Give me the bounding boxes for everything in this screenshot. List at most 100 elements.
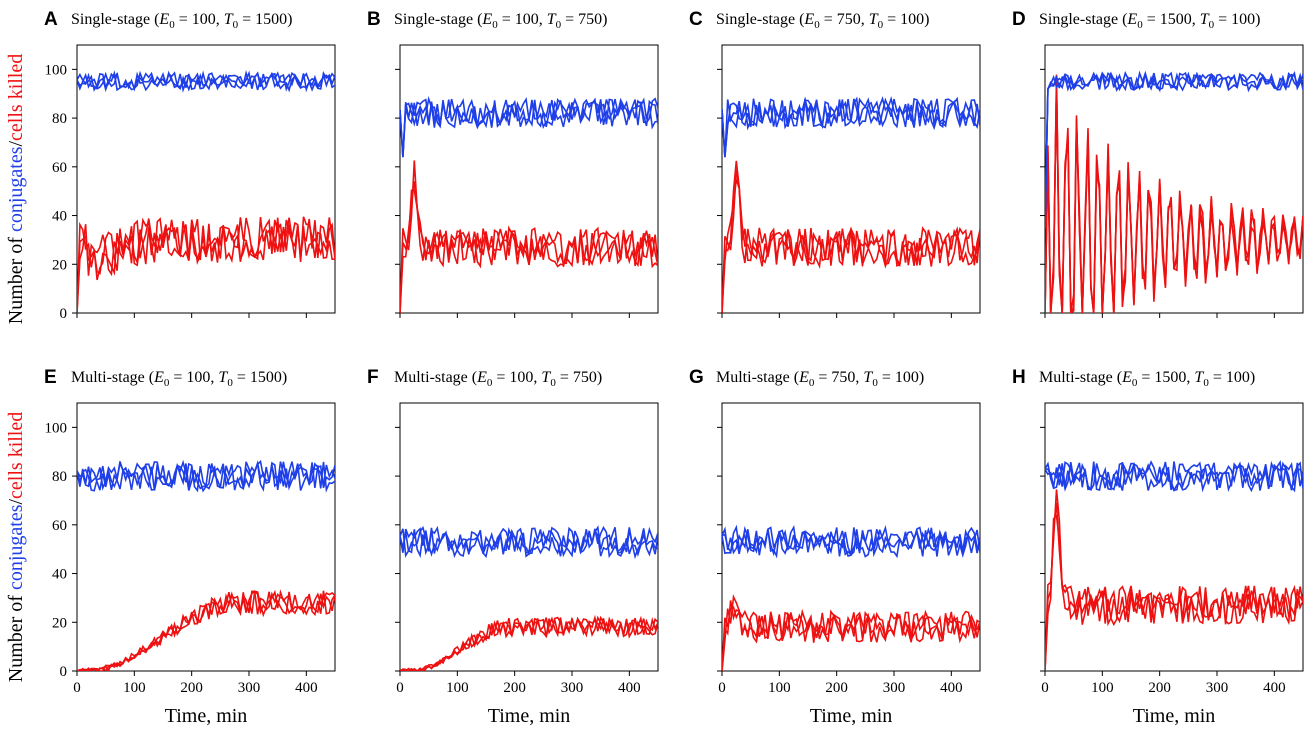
x-tick-label: 100 [1091, 680, 1114, 696]
y-tick-label: 100 [45, 420, 68, 436]
series-conjugates-line [1045, 461, 1303, 493]
panel-h: H Multi-stage (E0 = 1500, T0 = 100) 0 100 20… [1012, 367, 1304, 727]
x-tick-label: 100 [123, 680, 146, 696]
series-killed-line [77, 589, 335, 671]
x-tick-label: 0 [73, 680, 81, 696]
x-tick-label: 200 [1148, 680, 1171, 696]
panel-letter: C [689, 9, 703, 30]
series-conjugates-line [1045, 460, 1303, 493]
x-axis-label: Time, min [810, 705, 893, 727]
panel-title: Multi-stage (E0 = 1500, T0 = 100) [1039, 369, 1255, 389]
panel-letter: H [1012, 367, 1026, 388]
x-tick-label: 100 [446, 680, 469, 696]
y-tick-label: 60 [52, 518, 67, 534]
y-tick-label: 80 [52, 111, 67, 127]
panel-title: Single-stage (E0 = 100, T0 = 750) [394, 11, 608, 31]
x-tick-label: 300 [883, 680, 906, 696]
series-conjugates-line [722, 524, 980, 559]
series-conjugates-line [1045, 70, 1303, 228]
series-conjugates-line [722, 96, 980, 158]
x-tick-label: 200 [180, 680, 203, 696]
series-killed-line [722, 160, 980, 313]
x-axis-label: Time, min [1133, 705, 1216, 727]
series-conjugates-line [77, 459, 335, 493]
series-conjugates-line [400, 525, 658, 559]
series-conjugates-line [1045, 70, 1303, 228]
panel-title: Single-stage (E0 = 1500, T0 = 100) [1039, 11, 1261, 31]
x-tick-label: 100 [768, 680, 791, 696]
plot-frame [76, 44, 336, 314]
panel-letter: B [367, 9, 381, 30]
x-tick-label: 0 [1041, 680, 1049, 696]
y-tick-label: 40 [52, 567, 67, 583]
plot-frame [721, 44, 981, 314]
series-group [400, 525, 658, 671]
y-tick-label: 20 [52, 615, 67, 631]
plot-frame [1044, 402, 1304, 672]
y-tick-label: 80 [52, 469, 67, 485]
x-tick-label: 200 [503, 680, 526, 696]
panel-e: E Multi-stage (E0 = 100, T0 = 1500) 0 20 40 6… [44, 367, 336, 727]
y-tick-label: 20 [52, 257, 67, 273]
series-killed-line [1045, 513, 1303, 671]
series-group [77, 459, 335, 671]
panel-letter: D [1012, 9, 1026, 30]
series-killed-line [77, 217, 335, 313]
panel-title: Single-stage (E0 = 100, T0 = 1500) [71, 11, 293, 31]
panel-a: A Single-stage (E0 = 100, T0 = 1500) 0 20 40… [44, 9, 336, 322]
panel-c: C Single-stage (E0 = 750, T0 = 100) [689, 9, 981, 318]
plot-frame [76, 402, 336, 672]
y-tick-label: 100 [45, 62, 68, 78]
series-group [1045, 460, 1303, 671]
y-axis-label: Number of conjugates/cells killed [5, 54, 27, 325]
series-killed-line [722, 594, 980, 671]
series-killed-line [1045, 489, 1303, 671]
series-group [722, 96, 980, 313]
series-killed-line [1045, 74, 1303, 313]
panel-title: Multi-stage (E0 = 100, T0 = 1500) [71, 369, 287, 389]
x-tick-label: 400 [1263, 680, 1286, 696]
x-tick-label: 400 [618, 680, 641, 696]
panel-d: D Single-stage (E0 = 1500, T0 = 100) [1012, 9, 1304, 318]
x-tick-label: 200 [825, 680, 848, 696]
panel-title: Single-stage (E0 = 750, T0 = 100) [716, 11, 930, 31]
plot-frame [399, 44, 659, 314]
plot-frame [1044, 44, 1304, 314]
series-killed-line [1045, 502, 1303, 671]
x-tick-label: 400 [940, 680, 963, 696]
y-tick-label: 0 [60, 664, 68, 680]
series-killed-line [400, 181, 658, 313]
series-conjugates-line [1045, 70, 1303, 228]
x-tick-label: 300 [238, 680, 261, 696]
series-group [1045, 70, 1303, 313]
y-tick-label: 0 [60, 306, 68, 322]
panel-letter: F [367, 367, 379, 388]
series-conjugates-line [722, 97, 980, 158]
x-tick-label: 300 [561, 680, 584, 696]
x-tick-label: 0 [396, 680, 404, 696]
panel-letter: E [44, 367, 57, 388]
x-axis-label: Time, min [165, 705, 248, 727]
series-group [722, 524, 980, 671]
series-killed-line [77, 589, 335, 671]
x-tick-label: 300 [1206, 680, 1229, 696]
panel-title: Multi-stage (E0 = 100, T0 = 750) [394, 369, 602, 389]
x-tick-label: 0 [718, 680, 726, 696]
y-tick-label: 40 [52, 209, 67, 225]
panel-g: G Multi-stage (E0 = 750, T0 = 100) 0 100 200… [689, 367, 981, 727]
series-conjugates-line [400, 95, 658, 158]
series-killed-line [400, 615, 658, 671]
panel-f: F Multi-stage (E0 = 100, T0 = 750) 0 100 200… [367, 367, 659, 727]
panel-title: Multi-stage (E0 = 750, T0 = 100) [716, 369, 924, 389]
panel-b: B Single-stage (E0 = 100, T0 = 750) [367, 9, 659, 318]
x-tick-label: 400 [295, 680, 318, 696]
panel-letter: G [689, 367, 704, 388]
x-axis-label: Time, min [488, 705, 571, 727]
y-axis-label: Number of conjugates/cells killed [5, 412, 27, 683]
series-group [77, 69, 335, 313]
panel-letter: A [44, 9, 58, 30]
series-group [400, 95, 658, 313]
series-conjugates-line [77, 69, 335, 92]
y-tick-label: 60 [52, 160, 67, 176]
